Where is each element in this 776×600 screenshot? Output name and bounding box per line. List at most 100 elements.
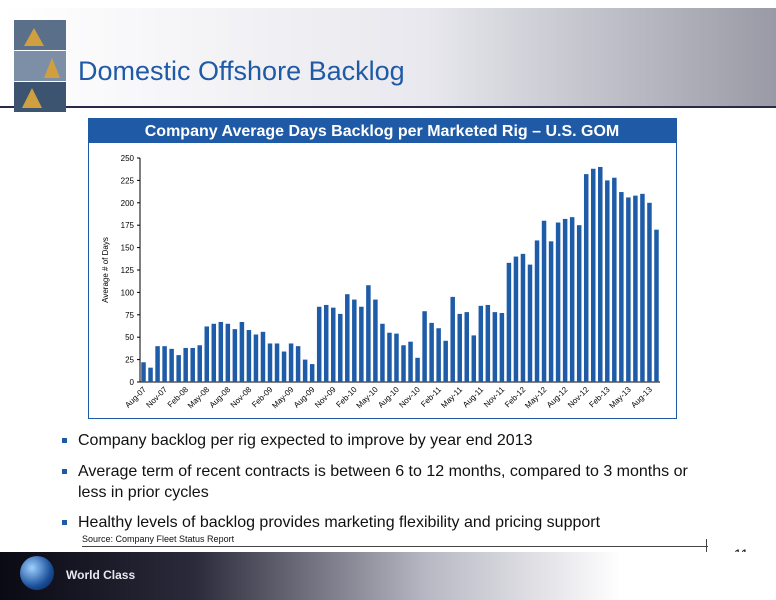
bar <box>394 333 399 382</box>
footer-rule <box>82 546 708 547</box>
y-tick-label: 225 <box>121 176 135 185</box>
bar <box>218 321 224 382</box>
bar <box>281 351 287 382</box>
bar <box>450 296 455 382</box>
bar <box>267 343 273 382</box>
bar <box>162 346 167 382</box>
bar <box>359 306 364 382</box>
bar <box>415 357 420 382</box>
bar <box>169 348 174 382</box>
bar <box>457 313 462 382</box>
bar <box>633 195 638 382</box>
bar <box>373 299 378 382</box>
bar <box>520 253 526 382</box>
y-tick-label: 0 <box>130 378 135 387</box>
bar <box>183 347 188 382</box>
y-tick-label: 75 <box>125 311 134 320</box>
y-tick-label: 25 <box>125 356 134 365</box>
bar <box>492 312 498 382</box>
bar <box>499 313 505 382</box>
bar <box>225 323 231 382</box>
y-tick-label: 175 <box>121 221 135 230</box>
chart: Company Average Days Backlog per Markete… <box>88 118 677 419</box>
bar <box>654 229 659 382</box>
bar <box>555 222 561 382</box>
bar <box>295 346 301 382</box>
footer-rule-tick <box>706 539 707 553</box>
bar <box>527 264 533 382</box>
bar <box>408 341 413 382</box>
bar <box>436 328 441 382</box>
y-tick-label: 150 <box>121 244 135 253</box>
slide-title: Domestic Offshore Backlog <box>78 56 405 86</box>
globe-logo <box>20 556 54 590</box>
bar <box>541 220 547 382</box>
bar <box>576 225 582 382</box>
bar <box>464 312 470 382</box>
bar <box>429 322 434 382</box>
bar <box>204 326 210 382</box>
bar <box>612 177 617 382</box>
bar <box>197 345 202 382</box>
y-tick-label: 200 <box>121 199 135 208</box>
bullet: Healthy levels of backlog provides marke… <box>62 512 718 533</box>
y-tick-label: 125 <box>121 266 135 275</box>
bar <box>330 307 336 382</box>
bar <box>640 193 645 382</box>
bar <box>155 346 160 382</box>
bar <box>478 305 484 382</box>
bar <box>605 180 610 382</box>
y-axis-label: Average # of Days <box>101 237 110 303</box>
bar <box>598 166 603 382</box>
bar <box>148 367 153 382</box>
header-photos <box>14 20 66 112</box>
bar <box>246 330 252 382</box>
bar <box>288 343 294 382</box>
bar <box>239 321 245 382</box>
chart-title: Company Average Days Backlog per Markete… <box>145 123 620 140</box>
bar <box>380 323 385 382</box>
bar <box>190 347 195 382</box>
bar <box>513 256 519 382</box>
header-band: Domestic Offshore Backlog <box>0 8 776 112</box>
bar <box>253 334 259 382</box>
bar <box>626 197 631 382</box>
bar <box>562 218 568 382</box>
bar <box>590 168 596 382</box>
footer-text: World Class <box>66 568 136 582</box>
source-note: Source: Company Fleet Status Report <box>82 534 235 544</box>
bar <box>302 359 308 382</box>
bar <box>471 335 477 382</box>
y-tick-label: 100 <box>121 288 135 297</box>
bar <box>366 285 371 382</box>
y-tick-label: 250 <box>121 154 135 163</box>
bar <box>309 364 315 382</box>
bar <box>260 331 266 382</box>
bar <box>485 304 491 382</box>
bar <box>534 240 540 382</box>
bullet: Average term of recent contracts is betw… <box>62 461 718 503</box>
bullet: Company backlog per rig expected to impr… <box>62 430 718 451</box>
bar <box>141 362 146 382</box>
bar <box>443 340 448 382</box>
bar <box>506 262 512 382</box>
bar <box>619 192 624 382</box>
bar <box>583 174 589 382</box>
bar <box>387 332 392 382</box>
chart-title-band <box>88 118 677 143</box>
bar <box>232 329 238 382</box>
bar <box>274 343 280 382</box>
bar <box>323 304 329 382</box>
bar <box>569 217 575 382</box>
y-tick-label: 50 <box>125 333 134 342</box>
bar <box>647 202 652 382</box>
bar <box>422 311 427 382</box>
bar <box>401 345 406 382</box>
bar <box>352 299 357 382</box>
bar <box>211 323 217 382</box>
bar <box>316 306 322 382</box>
bar <box>548 241 554 382</box>
bar <box>338 313 343 382</box>
bar <box>176 355 181 382</box>
